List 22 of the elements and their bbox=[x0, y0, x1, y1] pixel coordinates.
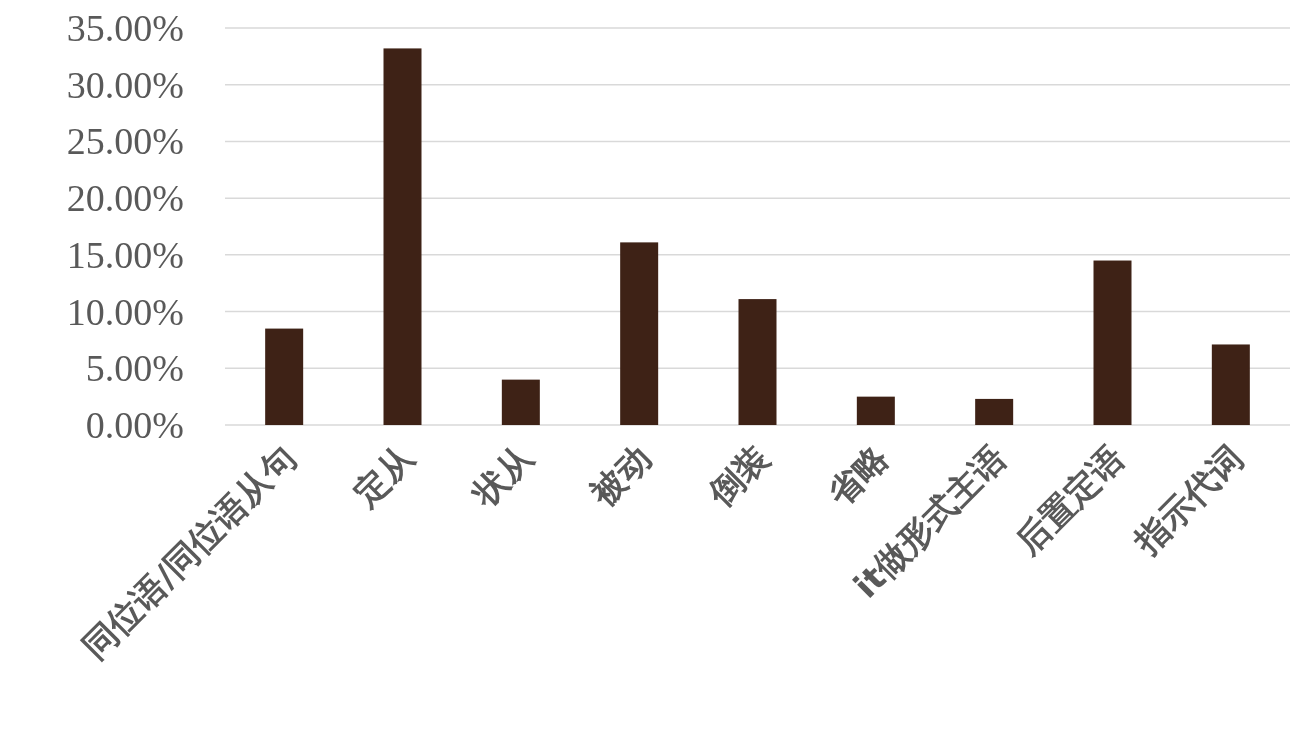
y-tick-label: 15.00% bbox=[66, 233, 184, 276]
bar bbox=[265, 328, 304, 425]
bar bbox=[383, 48, 422, 425]
bar bbox=[1211, 344, 1250, 425]
y-tick-label: 20.00% bbox=[66, 177, 184, 220]
y-tick-label: 25.00% bbox=[66, 120, 184, 163]
x-tick-label: 状从 bbox=[462, 436, 542, 516]
x-tick-label: 倒装 bbox=[700, 437, 778, 515]
bar bbox=[738, 299, 777, 425]
bar bbox=[856, 396, 895, 425]
y-tick-label: 30.00% bbox=[66, 63, 184, 106]
bar bbox=[620, 242, 659, 425]
x-tick-label: 被动 bbox=[581, 437, 659, 516]
bar bbox=[975, 398, 1014, 425]
bar bbox=[1093, 260, 1132, 425]
x-tick-label: 定从 bbox=[345, 436, 423, 515]
y-tick-label: 5.00% bbox=[85, 347, 184, 390]
x-tick-label: 后置定语 bbox=[1007, 437, 1133, 563]
y-tick-label: 35.00% bbox=[66, 7, 184, 49]
x-tick-label: 省略 bbox=[818, 437, 896, 515]
y-tick-label: 10.00% bbox=[66, 290, 184, 333]
bar bbox=[501, 379, 540, 425]
